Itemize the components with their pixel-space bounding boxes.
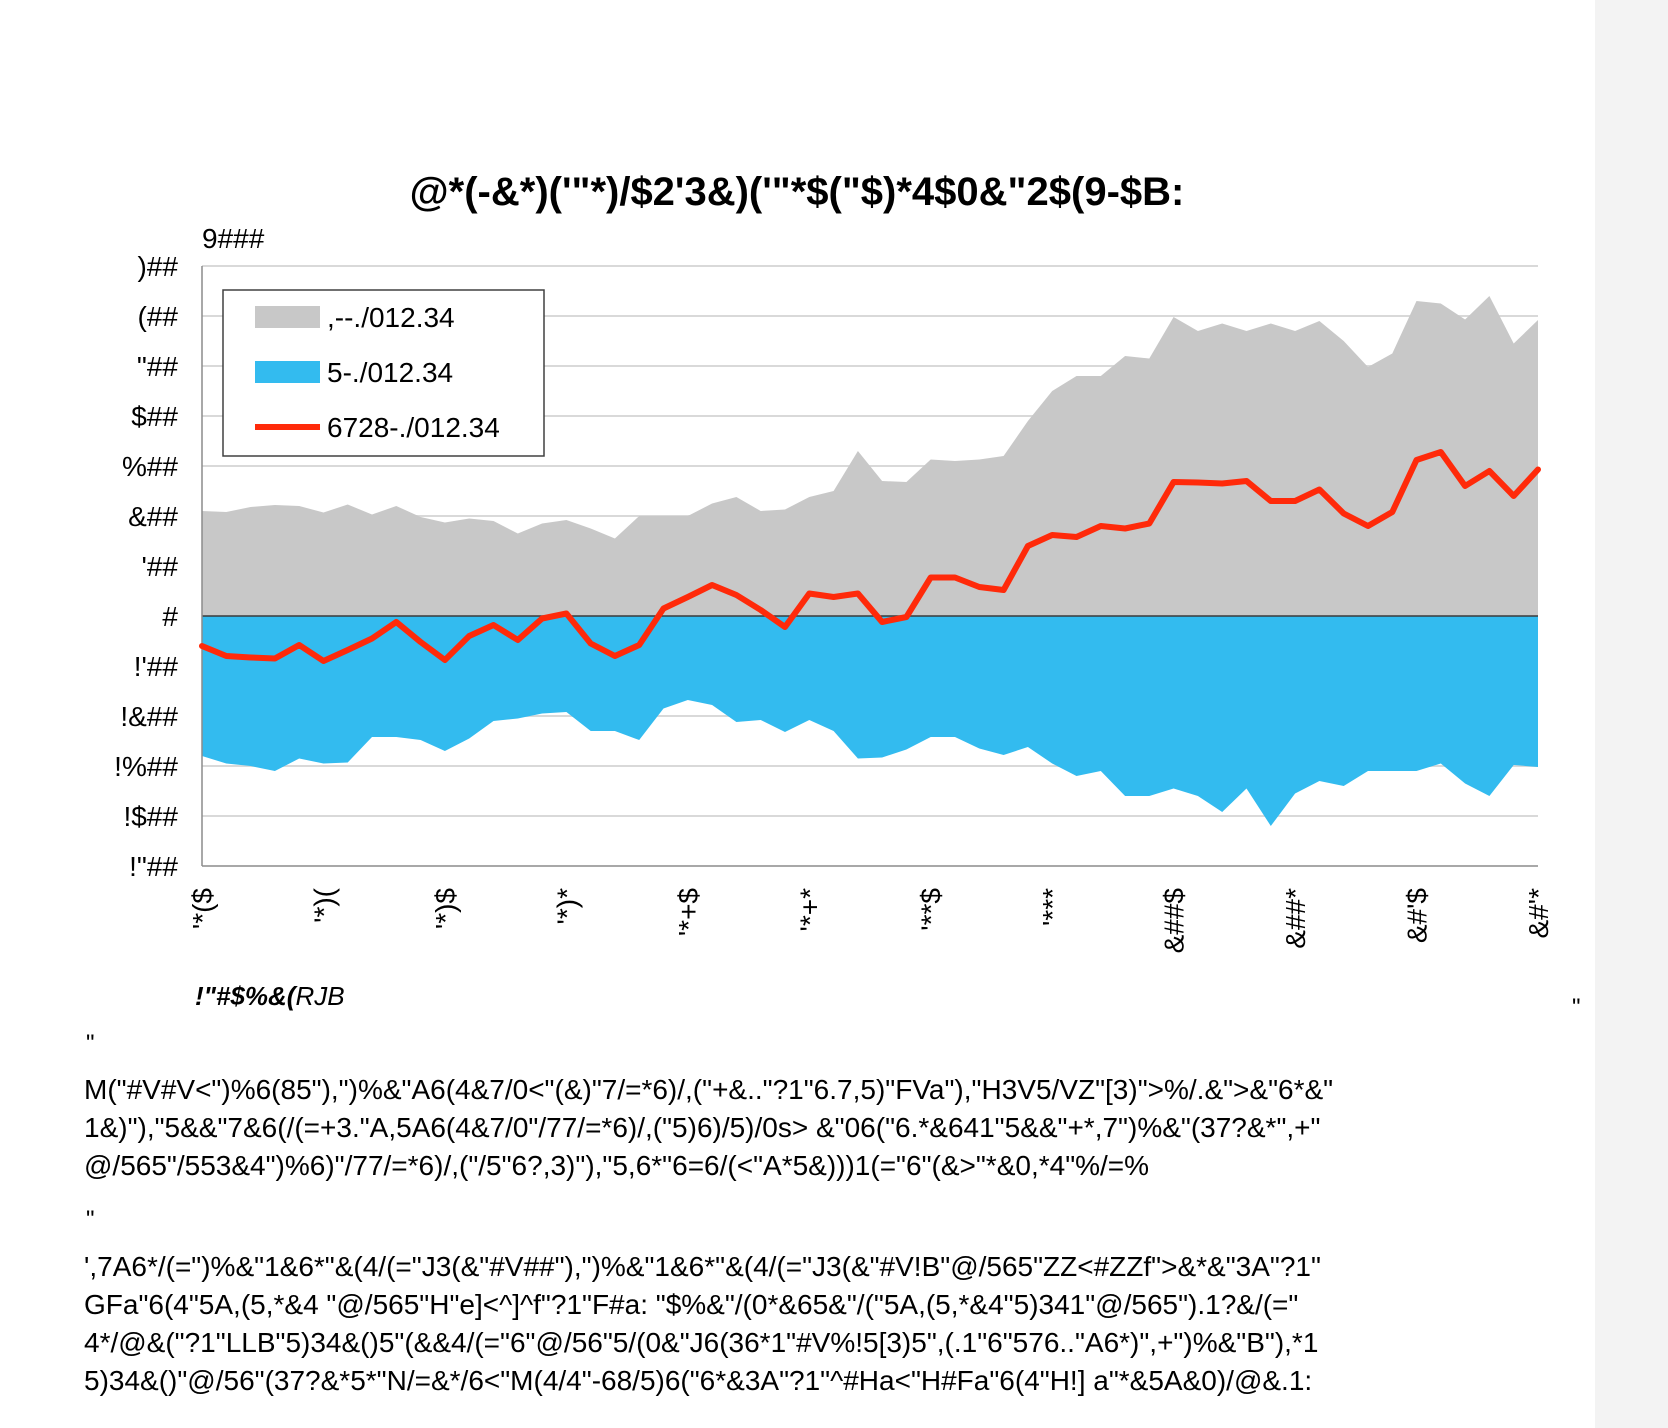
x-tick-label: &##* <box>1280 888 1311 949</box>
x-tick-label: '*+* <box>794 888 825 932</box>
area-series-gray <box>202 296 1538 616</box>
chart-title: @*(-&*)('"*)/$2'3&)('"*$("$)*4$0&"2$(9-$… <box>410 170 1185 214</box>
chart: @*(-&*)('"*)/$2'3&)('"*$("$)*4$0&"2$(9-$… <box>114 170 1554 1011</box>
legend: ,--./012.34 5-./012.34 6728-./012.34 <box>222 289 545 457</box>
x-tick-label: '*)$ <box>430 888 461 930</box>
y-tick-label: '## <box>142 551 179 582</box>
paragraph-2-line: GFa"6(4"5A,(5,*&4 "@/565"H"e]<^]^f"?1"F#… <box>84 1289 1299 1320</box>
x-tick-label: '*($ <box>187 888 218 930</box>
axes <box>201 266 1538 867</box>
x-tick-label: '*+$ <box>673 888 704 937</box>
right-gutter <box>1595 0 1668 1428</box>
paragraph-1-line: 1&)"),"5&&"7&6(/(=+3."A,5A6(4&7/0"/77/=*… <box>84 1112 1321 1143</box>
x-tick-label: '**$ <box>916 888 947 931</box>
y-tick-label: (## <box>138 301 179 332</box>
legend-label-gray: ,--./012.34 <box>327 302 455 333</box>
x-tick-label: '*** <box>1037 888 1068 926</box>
y-tick-labels: )## (## "## $## %## &## '## # !'## !&## !%## !$## !"… <box>114 251 178 882</box>
x-tick-label: &##$ <box>1159 888 1190 954</box>
legend-label-red: 6728-./012.34 <box>327 412 500 443</box>
y-tick-label: !'## <box>134 651 179 682</box>
paragraph-2-line: 5)34&()"@/56"(37?&*5*"N/=&*/6<"M(4/4"-68… <box>84 1365 1313 1396</box>
y-tick-label: )## <box>138 251 179 282</box>
unit-label: 9### <box>202 223 265 254</box>
y-tick-label: !%## <box>114 751 178 782</box>
y-tick-label: !"## <box>129 851 178 882</box>
y-tick-label: $## <box>131 401 178 432</box>
y-tick-label: "## <box>137 351 179 382</box>
line-series-red <box>199 449 1541 664</box>
quote-mark-mid: " <box>86 1206 95 1233</box>
source-note-bold: !"#$%&( <box>195 981 299 1011</box>
y-tick-label: # <box>162 601 178 632</box>
quote-mark-right: " <box>1572 994 1581 1021</box>
paragraph-2-line: 4*/@&("?1"LLB"5)34&()5"(&&4/(="6"@/56"5/… <box>84 1327 1319 1358</box>
paragraph-1-line: M("#V#V<")%6(85"),")%&"A6(4&7/0<"(&)"7/=… <box>84 1074 1334 1105</box>
legend-swatch-gray <box>255 306 320 328</box>
quote-mark-left: " <box>86 1030 95 1057</box>
paragraph-1: M("#V#V<")%6(85"),")%&"A6(4&7/0<"(&)"7/=… <box>84 1071 1604 1185</box>
y-tick-label: %## <box>122 451 178 482</box>
paragraph-1-line: @/565"/553&4")%6)"/77/=*6)/,("/5"6?,3)")… <box>84 1150 1150 1181</box>
source-note: !"#$%&(RJB <box>195 981 345 1011</box>
paragraph-2: ',7A6*/(=")%&"1&6*"&(4/(="J3(&"#V##"),")… <box>84 1248 1604 1400</box>
area-series <box>202 296 1538 826</box>
x-tick-label: '*)( <box>309 887 340 923</box>
x-tick-label: &#'* <box>1523 888 1554 939</box>
area-series-blue <box>202 616 1538 826</box>
x-tick-labels: '*($ '*)( '*)$ '*)* '*+$ '*+* '**$ '*** &##$ &##*… <box>187 887 1554 953</box>
line-series <box>199 449 1541 664</box>
paragraph-2-line: ',7A6*/(=")%&"1&6*"&(4/(="J3(&"#V##"),")… <box>84 1251 1321 1282</box>
y-tick-label: &## <box>128 501 178 532</box>
y-tick-label: !&## <box>120 701 178 732</box>
legend-label-blue: 5-./012.34 <box>327 357 453 388</box>
legend-swatch-blue <box>255 361 320 383</box>
y-tick-label: !$## <box>124 801 179 832</box>
source-note-rest: RJB <box>295 981 344 1011</box>
x-tick-label: '*)* <box>551 888 582 925</box>
x-tick-label: &#'$ <box>1402 888 1433 944</box>
